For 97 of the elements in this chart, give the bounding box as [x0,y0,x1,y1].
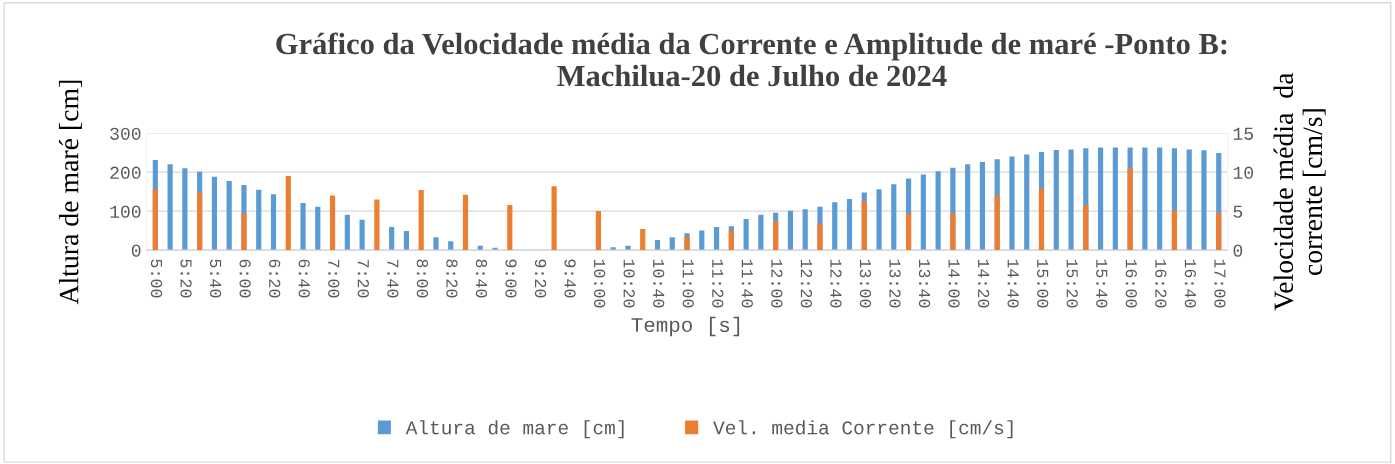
x-tick-label: 7:20 [357,259,369,298]
x-tick-label: 14:20 [977,259,990,308]
x-tick-label: 12:40 [830,259,842,308]
legend-label: Vel. media Corrente [cm/s] [713,420,1013,439]
bar [256,189,262,251]
bar [802,209,808,251]
bar [743,218,749,251]
x-tick-label: 13:20 [889,259,901,308]
x-tick-label: 6:20 [269,259,281,298]
bar [979,162,986,251]
bar [669,237,675,251]
y2-axis-title: Velocidade média da corrente [cm/s] [1273,72,1326,311]
bar [285,176,291,251]
bar [1068,149,1074,251]
bar [1157,147,1163,251]
bar [418,190,424,251]
x-tick-label: 15:20 [1066,259,1078,308]
bar [315,206,321,251]
bar [462,194,469,251]
bar [167,164,173,251]
x-tick-label: 5:00 [150,259,163,298]
x-tick-label: 9:00 [505,259,517,298]
x-tick-label: 9:20 [534,259,547,298]
x-tick-label: 13:00 [859,259,872,308]
y2-tick-label: 0 [1233,244,1243,257]
bar [1098,147,1104,251]
x-tick-label: 6:40 [298,259,310,298]
bar [640,229,646,251]
bar [713,227,720,251]
x-tick-label: 13:40 [918,259,931,308]
bar [551,186,557,251]
bar [270,194,277,251]
y-tick-label: 200 [110,166,141,179]
x-tick-label: 8:20 [446,259,458,298]
x-tick-label: 10:40 [653,259,665,308]
bar [846,199,853,251]
bar [891,184,897,251]
y-tick-label: 0 [131,244,141,257]
legend-label: Altura de mare [cm] [405,420,624,439]
bar [507,204,513,251]
x-tick-label: 16:00 [1125,259,1137,308]
bar [211,176,217,251]
y-axis-title: Altura de maré [cm] [58,80,82,305]
x-tick-label: 16:20 [1155,259,1167,308]
bar [920,174,926,251]
y2-tick-label: 5 [1233,205,1243,218]
bar [1024,154,1030,251]
bar [226,181,232,251]
x-tick-label: 8:00 [416,259,429,298]
bar [1142,147,1148,251]
x-tick-label: 10:00 [593,259,606,308]
x-tick-label: 5:40 [209,259,222,298]
bar [965,164,971,251]
x-tick-label: 14:00 [948,259,960,308]
x-tick-label: 6:00 [239,259,251,298]
bar [389,227,395,251]
x-tick-label: 15:40 [1096,259,1108,308]
x-axis-title: Tempo [s] [631,316,740,337]
bar [359,219,365,251]
bar [787,210,794,251]
x-tick-label: 17:00 [1214,259,1226,308]
bar [433,237,439,251]
x-tick-label: 7:00 [328,259,340,298]
bar [935,171,941,251]
x-tick-label: 12:00 [771,259,783,308]
x-tick-label: 10:20 [623,259,635,308]
bar [832,202,838,251]
bar [300,202,306,251]
x-tick-label: 8:40 [475,259,488,298]
x-tick-label: 11:40 [741,259,753,308]
bar [329,195,336,251]
y-tick-label: 100 [110,205,141,218]
x-tick-label: 15:00 [1037,259,1049,308]
bar [182,168,188,251]
chart-title: Gráfico da Velocidade média da Corrente e Amplitude de maré -Ponto B: Machilua-20 de Julho de 2024 [276,32,1227,87]
y2-tick-label: 10 [1233,166,1254,179]
bar [595,211,602,251]
bar [1009,156,1015,251]
y-tick-label: 300 [110,127,141,140]
bar [1053,149,1059,251]
bar [758,214,764,251]
x-tick-label: 16:40 [1184,259,1197,308]
x-tick-label: 9:40 [564,259,576,298]
bar [876,189,882,251]
x-tick-label: 12:20 [800,259,813,308]
x-tick-label: 7:40 [387,259,399,298]
x-tick-label: 14:40 [1007,259,1019,308]
x-tick-label: 11:00 [682,259,694,308]
y2-tick-label: 15 [1233,127,1253,140]
bar [374,199,380,251]
bar [1201,150,1207,251]
bar [344,214,350,251]
bar [1186,149,1192,251]
x-tick-label: 11:20 [712,259,724,308]
bar [1112,147,1118,251]
bar [403,231,409,251]
x-tick-label: 5:20 [180,259,192,298]
